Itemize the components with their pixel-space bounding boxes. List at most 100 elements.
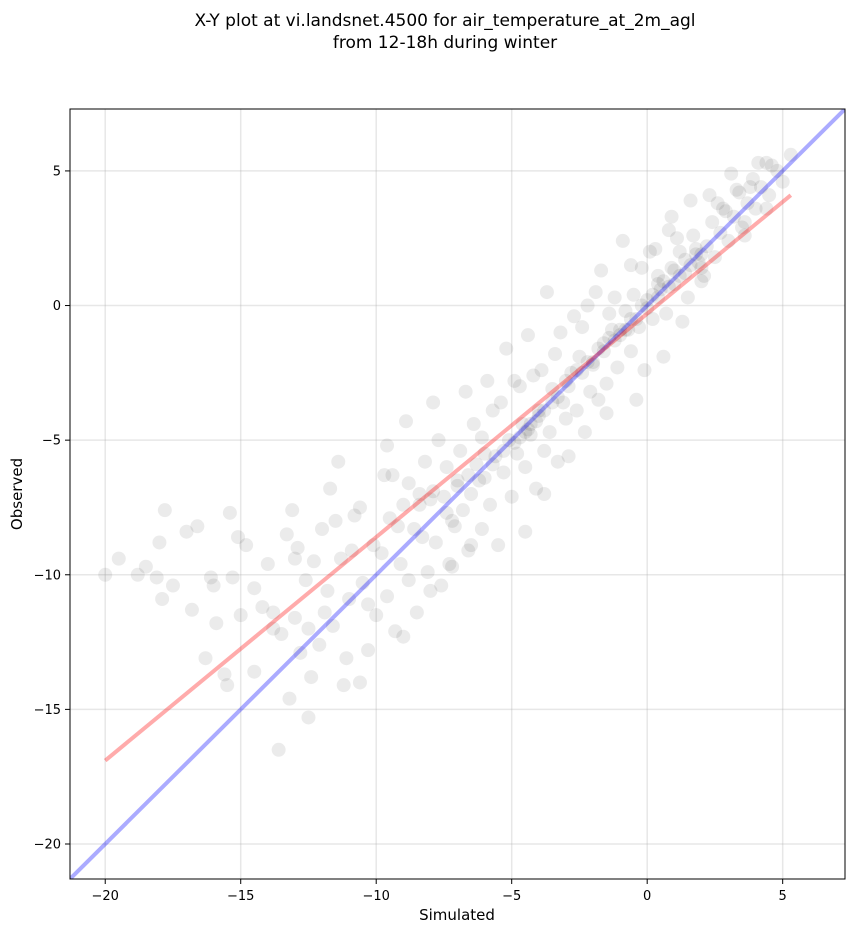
scatter-point xyxy=(401,573,416,588)
scatter-point xyxy=(217,667,232,682)
scatter-point xyxy=(545,382,560,396)
scatter-point xyxy=(266,605,281,620)
scatter-point xyxy=(675,314,690,329)
scatter-point xyxy=(672,244,687,259)
chart-title-line2: from 12-18h during winter xyxy=(333,33,557,53)
scatter-point xyxy=(518,460,533,475)
scatter-point xyxy=(407,522,422,536)
scatter-point xyxy=(548,347,563,361)
scatter-point xyxy=(130,567,145,582)
scatter-point xyxy=(461,543,476,558)
scatter-point xyxy=(575,365,590,380)
scatter-point xyxy=(279,527,294,542)
scatter-point xyxy=(504,489,519,504)
scatter-point xyxy=(399,414,414,429)
scatter-point xyxy=(626,287,641,302)
scatter-point xyxy=(545,395,560,410)
scatter-point xyxy=(233,608,248,623)
scatter-point xyxy=(453,443,468,458)
scatter-point xyxy=(664,209,679,224)
scatter-point xyxy=(607,333,622,348)
scatter-point xyxy=(686,228,701,243)
scatter-point xyxy=(561,379,576,394)
x-axis-ticks: −20 −15 −10 −5 0 5 xyxy=(92,879,787,904)
scatter-point xyxy=(667,263,682,278)
scatter-point xyxy=(656,274,671,289)
scatter-point xyxy=(691,255,706,270)
scatter-point xyxy=(629,392,644,407)
scatter-point xyxy=(342,592,357,606)
scatter-point xyxy=(594,263,609,278)
scatter-point xyxy=(464,538,479,553)
scatter-point xyxy=(697,268,712,283)
scatter-point xyxy=(491,538,506,553)
scatter-point xyxy=(645,312,660,326)
scatter-point xyxy=(247,581,262,596)
scatter-point xyxy=(301,621,316,636)
scatter-point xyxy=(580,298,595,313)
scatter-point xyxy=(645,287,660,302)
scatter-point xyxy=(699,239,714,254)
scatter-point xyxy=(688,242,703,256)
scatter-point xyxy=(634,298,649,313)
scatter-point xyxy=(390,519,405,534)
scatter-point xyxy=(499,341,514,356)
y-tick-label: −20 xyxy=(34,838,61,853)
scatter-point xyxy=(520,422,535,437)
scatter-point xyxy=(401,476,416,491)
scatter-point xyxy=(298,573,313,588)
scatter-point xyxy=(493,395,508,410)
scatter-point xyxy=(588,285,603,300)
scatter-point xyxy=(523,427,538,442)
scatter-point xyxy=(271,742,286,757)
scatter-point xyxy=(585,357,600,372)
scatter-point xyxy=(710,196,725,211)
scatter-point xyxy=(315,522,330,536)
scatter-point xyxy=(339,651,354,666)
scatter-point xyxy=(591,392,606,407)
scatter-point xyxy=(304,670,319,685)
scatter-point xyxy=(445,559,460,574)
scatter-point xyxy=(678,252,693,267)
scatter-point xyxy=(596,344,611,359)
scatter-point xyxy=(369,608,384,623)
scatter-point xyxy=(577,425,592,440)
scatter-point xyxy=(651,277,666,291)
scatter-point xyxy=(640,301,655,316)
scatter-point xyxy=(672,268,687,283)
scatter-point xyxy=(301,710,316,725)
scatter-point xyxy=(469,457,484,472)
scatter-point xyxy=(651,268,666,283)
y-tick-label: 0 xyxy=(53,299,61,314)
scatter-point xyxy=(558,411,573,426)
scatter-point xyxy=(618,303,633,318)
one-to-one-line xyxy=(70,109,845,879)
scatter-point xyxy=(740,196,755,211)
scatter-point xyxy=(496,443,511,458)
scatter-point xyxy=(569,363,584,378)
scatter-point xyxy=(247,664,262,679)
scatter-point xyxy=(529,414,544,429)
y-tick-label: −15 xyxy=(34,703,61,718)
y-axis-label: Observed xyxy=(8,458,26,530)
scatter-point xyxy=(642,244,657,259)
scatter-point xyxy=(285,503,300,518)
scatter-point xyxy=(260,557,275,571)
scatter-point xyxy=(209,616,224,631)
regression-line xyxy=(103,193,793,763)
scatter-point xyxy=(724,166,739,181)
scatter-point xyxy=(539,285,554,300)
scatter-point xyxy=(602,330,617,345)
scatter-point xyxy=(729,182,744,197)
scatter-point xyxy=(203,570,218,585)
scatter-point xyxy=(651,290,666,305)
scatter-point xyxy=(629,312,644,326)
scatter-point xyxy=(585,355,600,370)
scatter-point xyxy=(748,201,763,216)
scatter-point xyxy=(336,678,351,693)
scatter-point xyxy=(596,336,611,351)
scatter-point xyxy=(775,174,790,189)
x-tick-label: −10 xyxy=(362,889,389,904)
scatter-point xyxy=(737,228,752,243)
